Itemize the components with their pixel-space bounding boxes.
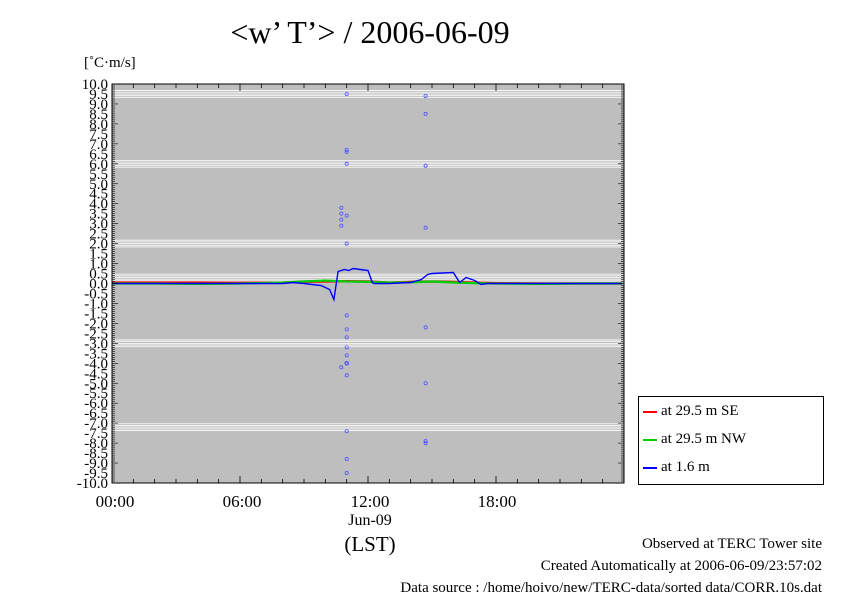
y-tick-label: 7.5	[89, 127, 108, 143]
outlier-point	[344, 345, 349, 350]
y-tick-label: -4.5	[84, 366, 108, 382]
y-tick-label: 3.0	[89, 217, 108, 233]
legend: at 29.5 m SE at 29.5 m NW at 1.6 m	[638, 396, 824, 485]
y-tick-label: 6.5	[89, 147, 108, 163]
y-tick-label: 8.0	[89, 117, 108, 133]
outlier-point	[339, 365, 344, 370]
legend-item-se: at 29.5 m SE	[643, 403, 739, 420]
y-tick-label: 0.0	[89, 277, 108, 293]
outlier-point	[344, 213, 349, 218]
outlier-point	[423, 163, 428, 168]
y-tick-label: -1.5	[84, 306, 108, 322]
y-tick-label: -5.5	[84, 386, 108, 402]
outlier-point	[344, 457, 349, 462]
y-tick-label: 4.0	[89, 197, 108, 213]
x-tick-label-06: 06:00	[222, 492, 262, 511]
footer-source: Data source : /home/hoivo/new/TERC-data/…	[400, 580, 822, 596]
outlier-point	[423, 381, 428, 386]
legend-label-se: at 29.5 m SE	[661, 403, 739, 419]
legend-item-1-6m: at 1.6 m	[643, 459, 710, 476]
y-tick-label: -7.5	[84, 426, 108, 442]
y-tick-label: 6.0	[89, 157, 108, 173]
x-tick-label-00: 00:00	[95, 492, 135, 511]
outlier-point	[344, 327, 349, 332]
footer-observed: Observed at TERC Tower site	[641, 536, 822, 552]
y-tick-label: -9.0	[84, 456, 108, 472]
outlier-point	[344, 373, 349, 378]
outlier-point	[344, 361, 349, 366]
y-tick-label: -8.0	[84, 436, 108, 452]
outlier-point	[344, 161, 349, 166]
series-line-3	[112, 267, 622, 303]
outlier-point	[344, 149, 349, 154]
outlier-point	[344, 429, 349, 434]
y-tick-label: 1.5	[89, 247, 108, 263]
y-tick-label: 0.5	[89, 267, 108, 283]
outlier-point	[423, 225, 428, 230]
y-tick-label: -2.5	[84, 326, 108, 342]
outlier-point	[344, 91, 349, 96]
legend-label-1-6m: at 1.6 m	[661, 459, 710, 475]
outlier-point	[423, 111, 428, 116]
legend-swatch-1-6m	[643, 466, 657, 469]
plot-frame	[111, 83, 625, 484]
y-tick-label: -4.0	[84, 356, 108, 372]
outlier-point	[423, 441, 428, 446]
y-tick-label: 2.5	[89, 227, 108, 243]
outlier-point	[423, 439, 428, 444]
y-tick-label: -2.0	[84, 316, 108, 332]
outlier-point	[344, 471, 349, 476]
outlier-point	[423, 325, 428, 330]
y-tick-label: -5.0	[84, 376, 108, 392]
legend-swatch-se	[643, 410, 657, 413]
series-layer	[112, 267, 622, 303]
legend-label-nw: at 29.5 m NW	[661, 431, 746, 447]
y-tick-label: -7.0	[84, 416, 108, 432]
outlier-point	[339, 217, 344, 222]
y-tick-label: 9.5	[89, 87, 108, 103]
outlier-point	[339, 211, 344, 216]
x-tick-label-18: 18:00	[477, 492, 517, 511]
legend-swatch-nw	[643, 438, 657, 441]
y-tick-label: -8.5	[84, 446, 108, 462]
outlier-point	[423, 93, 428, 98]
y-tick-label: -10.0	[77, 476, 108, 492]
outlier-point	[339, 223, 344, 228]
y-ticks: 10.09.59.08.58.07.57.06.56.05.55.04.54.0…	[77, 77, 625, 492]
chart-title: <w’ T’> / 2006-06-09	[230, 14, 510, 50]
y-tick-label: 5.5	[89, 167, 108, 183]
y-tick-label: -3.5	[84, 346, 108, 362]
legend-item-nw: at 29.5 m NW	[643, 431, 746, 448]
outlier-point	[339, 205, 344, 210]
x-tick-label-12: 12:00	[350, 492, 390, 511]
y-tick-label: -6.5	[84, 406, 108, 422]
outlier-point	[344, 335, 349, 340]
y-axis-unit: [˚C·m/s]	[84, 55, 136, 71]
y-tick-label: 2.0	[89, 237, 108, 253]
y-tick-label: -6.0	[84, 396, 108, 412]
y-tick-label: -9.5	[84, 466, 108, 482]
horizontal-gridlines	[112, 90, 624, 431]
x-axis-label: (LST)	[344, 532, 396, 556]
footer-created: Created Automatically at 2006-06-09/23:5…	[540, 558, 822, 574]
x-date-label: Jun-09	[348, 512, 392, 529]
outlier-point	[344, 241, 349, 246]
y-tick-label: 10.0	[82, 77, 108, 93]
y-tick-label: 8.5	[89, 107, 108, 123]
outlier-point	[344, 313, 349, 318]
y-tick-label: -1.0	[84, 296, 108, 312]
y-tick-label: 4.5	[89, 187, 108, 203]
y-tick-label: 7.0	[89, 137, 108, 153]
y-tick-label: -3.0	[84, 336, 108, 352]
y-tick-label: 1.0	[89, 257, 108, 273]
y-tick-label: 9.0	[89, 97, 108, 113]
y-tick-label: 3.5	[89, 207, 108, 223]
y-tick-label: -0.5	[84, 286, 108, 302]
outlier-markers	[339, 91, 428, 476]
outlier-point	[344, 353, 349, 358]
y-tick-label: 5.0	[89, 177, 108, 193]
outlier-point	[344, 147, 349, 152]
